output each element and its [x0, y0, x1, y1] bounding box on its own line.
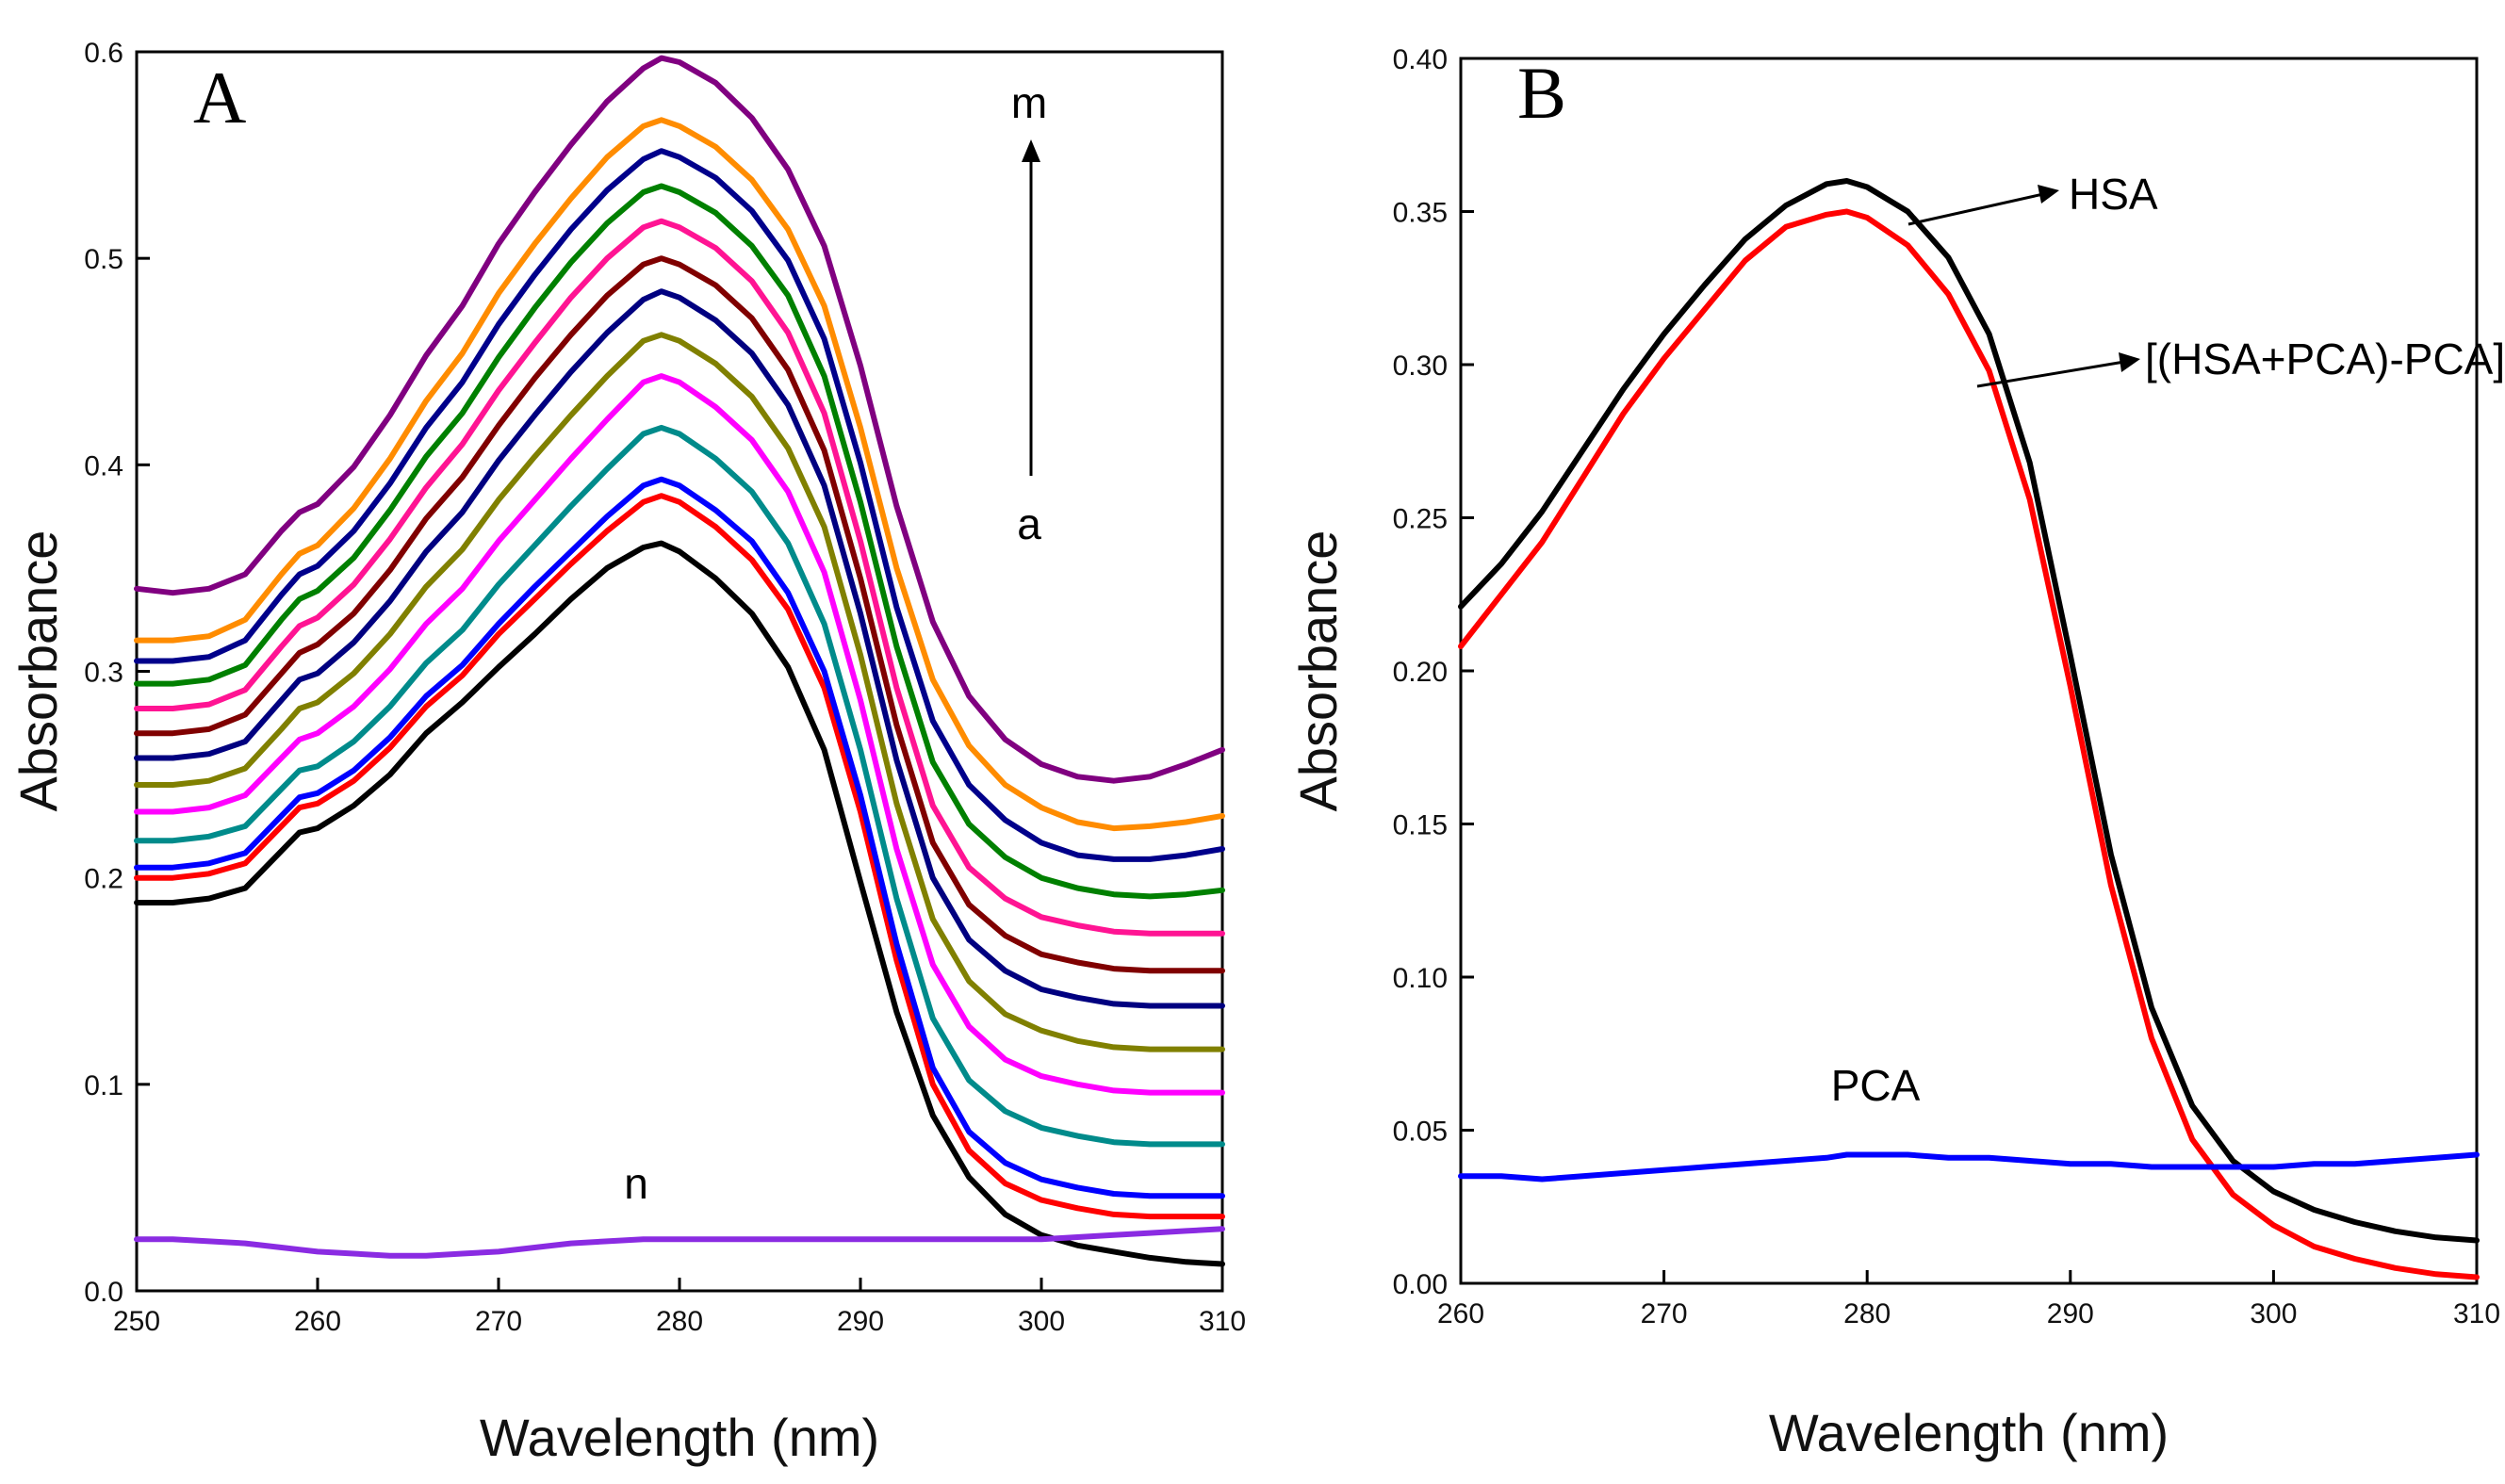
panel-b-y-tick-label: 0.00 [1393, 1269, 1448, 1300]
panel-a-series-group [134, 55, 1225, 1267]
panel-b-y-tick-label: 0.20 [1393, 657, 1448, 688]
panel-b-series-group [1458, 178, 2480, 1280]
panel-b-annotation-hsa: HSA [2069, 170, 2158, 219]
panel-b-series-line-2 [1458, 208, 2480, 1280]
panel-b-x-tick-label: 270 [1641, 1298, 1688, 1329]
panel-a-y-axis-title: Absorbance [8, 530, 68, 812]
panel-a-y-tick-label: 0.5 [84, 244, 123, 275]
panel-b-y-tick-label: 0.30 [1393, 351, 1448, 382]
panel-a-y-tick-label: 0.4 [84, 450, 123, 481]
panel-a-ticks: 250 260 270 280 290 300 310 0.0 0.1 0.2 0.3 0.4 0.5 0… [84, 38, 1246, 1337]
panel-b-ticks: 260 270 280 290 300 310 0.00 0.05 0.10 0.15 0.20 0.… [1393, 44, 2500, 1329]
panel-a-y-tick-label: 0.3 [84, 658, 123, 689]
hsa-pca-arrow-head-icon [2119, 352, 2140, 372]
panel-b-series-line-1 [1458, 178, 2480, 1244]
panel-a-plot-frame [135, 50, 1224, 1293]
panel-a-series-line-10 [134, 183, 1225, 900]
panel-b-x-tick-label: 290 [2047, 1298, 2094, 1329]
panel-b-annotation-pca: PCA [1831, 1061, 1921, 1110]
panel-b-y-tick-label: 0.40 [1393, 44, 1448, 75]
panel-a-chart: 250 260 270 280 290 300 310 0.0 0.1 0.2 0.3 0.4 0.5 0… [8, 38, 1246, 1467]
hsa-arrow-head-icon [2038, 185, 2059, 204]
panel-b-y-tick-label: 0.10 [1393, 963, 1448, 994]
panel-b-x-tick-label: 300 [2250, 1298, 2297, 1329]
panel-b-plot-frame [1459, 57, 2479, 1285]
panel-b-y-tick-label: 0.15 [1393, 810, 1448, 841]
panel-a-series-line-6 [134, 332, 1225, 1052]
panel-a-y-tick-label: 0.6 [84, 38, 123, 69]
panel-a-series-line-8 [134, 255, 1225, 974]
panel-a-label: A [193, 57, 246, 139]
panel-a-series-line-9 [134, 218, 1225, 937]
panel-b-x-tick-label: 260 [1437, 1298, 1484, 1329]
panel-b-x-tick-label: 310 [2453, 1298, 2500, 1329]
panel-a-y-tick-label: 0.2 [84, 864, 123, 895]
panel-b-series-line-3 [1458, 1151, 2480, 1182]
hsa-arrow-shaft [1907, 192, 2044, 226]
panel-a-x-axis-title: Wavelength (nm) [480, 1408, 879, 1467]
panel-b-y-tick-label: 0.05 [1393, 1117, 1448, 1148]
panel-a-x-tick-label: 260 [294, 1306, 341, 1337]
panel-a-annotation-n: n [624, 1159, 648, 1208]
panel-b-y-axis-title: Absorbance [1288, 530, 1348, 812]
panel-a-series-line-12 [134, 117, 1225, 832]
panel-a-x-tick-label: 270 [475, 1306, 522, 1337]
panel-a-annotation-a: a [1017, 499, 1041, 548]
panel-a-series-line-1 [134, 540, 1225, 1267]
panel-a-series-line-5 [134, 373, 1225, 1096]
panel-a-series-line-11 [134, 148, 1225, 862]
panel-a-series-line-7 [134, 288, 1225, 1009]
panel-b-y-tick-label: 0.35 [1393, 198, 1448, 229]
panel-a-x-tick-label: 300 [1018, 1306, 1065, 1337]
panel-a-arrow-head-icon [1022, 139, 1040, 162]
panel-a-series-line-2 [134, 493, 1225, 1220]
panel-b-annotation-hsa-pca: [(HSA+PCA)-PCA] [2145, 334, 2505, 383]
panel-a-x-tick-label: 310 [1199, 1306, 1246, 1337]
panel-a-y-tick-label: 0.1 [84, 1070, 123, 1101]
panel-b-y-tick-label: 0.25 [1393, 504, 1448, 535]
hsa-pca-arrow-shaft [1976, 360, 2125, 388]
panel-b-chart: 260 270 280 290 300 310 0.00 0.05 0.10 0.15 0.20 0.… [1288, 44, 2505, 1462]
panel-a-y-tick-label: 0.0 [84, 1277, 123, 1308]
panel-b-x-tick-label: 280 [1843, 1298, 1891, 1329]
panel-a-x-tick-label: 290 [837, 1306, 884, 1337]
panel-a-series-line-4 [134, 424, 1225, 1148]
panel-b-x-axis-title: Wavelength (nm) [1769, 1403, 2169, 1462]
panel-a-series-line-14 [134, 1226, 1225, 1259]
panel-b-label: B [1517, 52, 1566, 134]
panel-a-x-tick-label: 250 [113, 1306, 160, 1337]
panel-a-series-line-13 [134, 55, 1225, 784]
panel-a-x-tick-label: 280 [656, 1306, 703, 1337]
panel-a-series-line-3 [134, 476, 1225, 1199]
panel-a-annotation-m: m [1011, 78, 1047, 127]
